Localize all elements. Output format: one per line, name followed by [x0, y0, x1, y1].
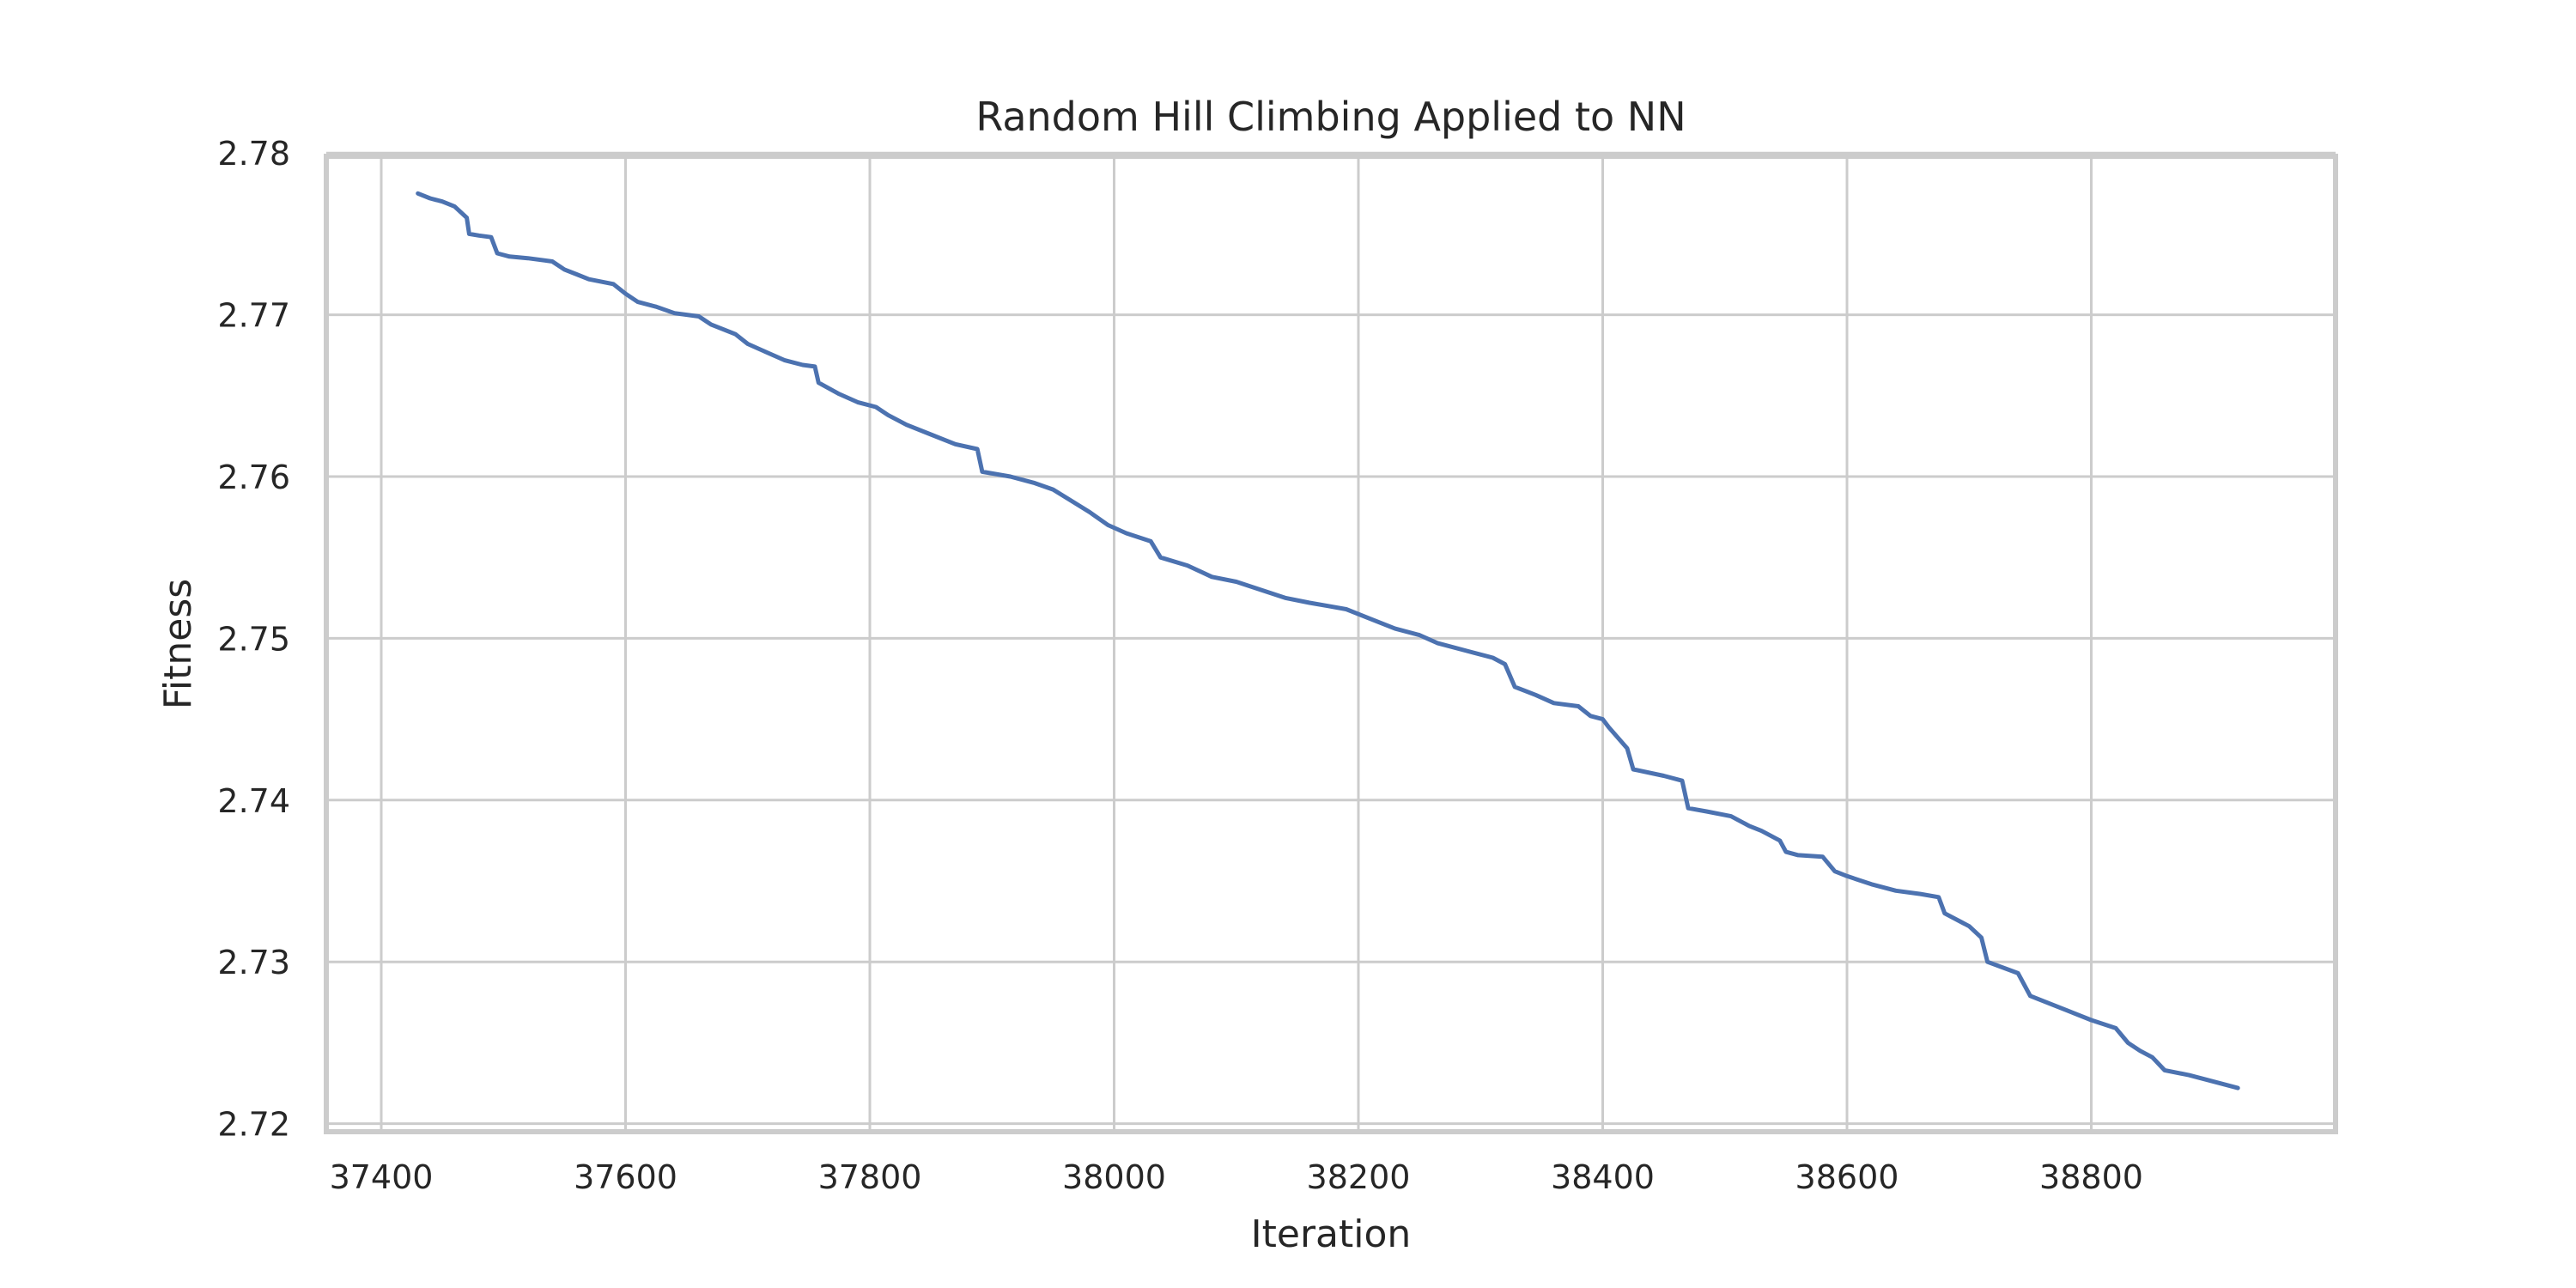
- y-tick-label: 2.73: [217, 944, 290, 981]
- x-axis-label: Iteration: [1251, 1212, 1412, 1256]
- x-tick-label: 37600: [574, 1158, 677, 1196]
- y-tick-label: 2.74: [217, 782, 290, 820]
- grid: [326, 151, 2336, 1132]
- x-tick-label: 37400: [330, 1158, 434, 1196]
- y-tick-label: 2.76: [217, 459, 290, 496]
- x-tick-label: 38800: [2039, 1158, 2143, 1196]
- y-tick-label: 2.72: [217, 1106, 290, 1144]
- x-tick-label: 38000: [1062, 1158, 1166, 1196]
- tick-labels: 37400 37600 37800 38000 38200 38400 38600 38800…: [217, 135, 2143, 1196]
- chart-title: Random Hill Climbing Applied to NN: [975, 94, 1686, 140]
- x-tick-label: 38200: [1307, 1158, 1411, 1196]
- y-axis-label: Fitness: [156, 579, 200, 709]
- y-tick-label: 2.78: [217, 135, 290, 173]
- y-tick-label: 2.75: [217, 620, 290, 658]
- series-layer: [416, 191, 2240, 1091]
- y-tick-label: 2.77: [217, 297, 290, 335]
- x-tick-label: 38400: [1551, 1158, 1655, 1196]
- series-line-0: [416, 191, 2240, 1091]
- plot-frame: [324, 154, 2338, 1134]
- x-tick-label: 38600: [1795, 1158, 1899, 1196]
- x-tick-label: 37800: [818, 1158, 922, 1196]
